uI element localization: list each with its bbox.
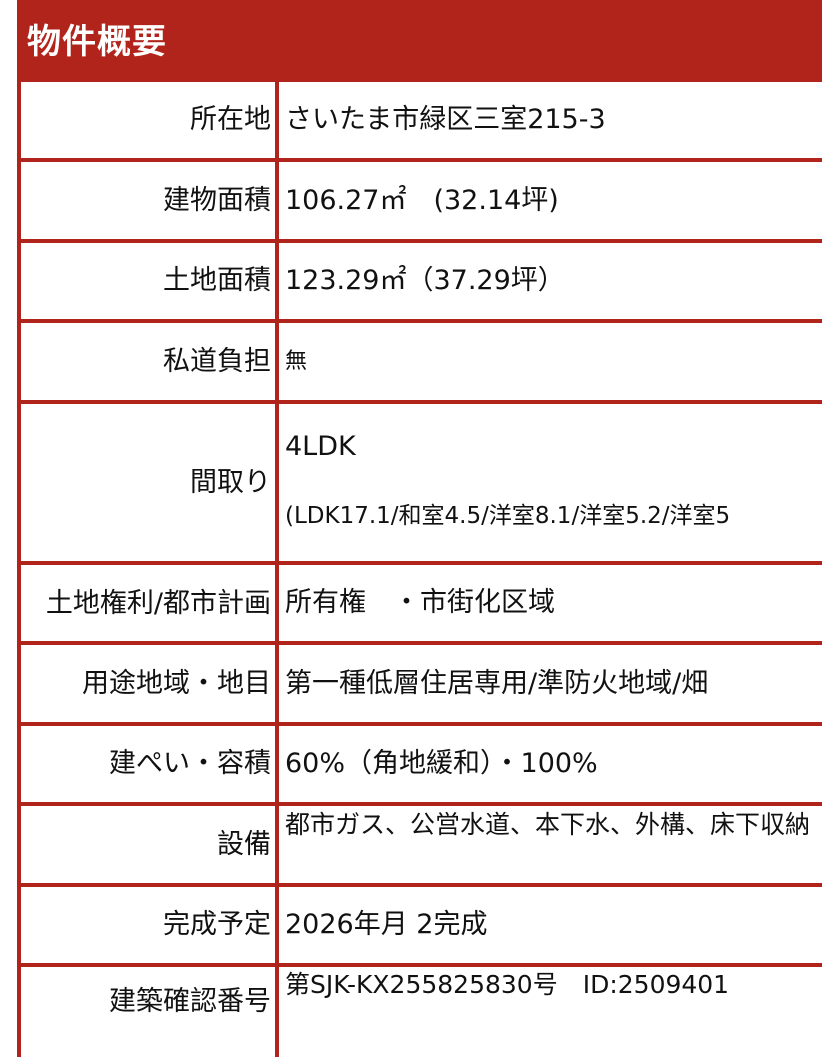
row-value: 第一種低層住居専用/準防火地域/畑 — [285, 667, 709, 699]
row-label: 所在地 — [21, 82, 279, 158]
row-value: 都市ガス、公営水道、本下水、外構、床下収納 — [285, 810, 811, 839]
row-value: 60%（角地緩和）・100% — [285, 748, 598, 779]
row-label: 間取り — [21, 404, 279, 561]
section-header: 物件概要 — [17, 0, 822, 82]
property-summary-table: 所在地 さいたま市緑区三室215-3 建物面積 106.27㎡ (32.14坪)… — [17, 82, 822, 1057]
section-title: 物件概要 — [27, 22, 167, 62]
row-value: 所有権 ・市街化区域 — [285, 587, 555, 618]
table-row-facilities: 設備 都市ガス、公営水道、本下水、外構、床下収納 — [21, 806, 822, 887]
row-label: 土地権利/都市計画 — [21, 565, 279, 641]
row-label: 建ぺい・容積 — [21, 726, 279, 802]
table-row-land-area: 土地面積 123.29㎡（37.29坪） — [21, 243, 822, 323]
table-row-address: 所在地 さいたま市緑区三室215-3 — [21, 82, 822, 162]
row-value: 106.27㎡ (32.14坪) — [285, 184, 559, 216]
row-label: 用途地域・地目 — [21, 645, 279, 722]
row-label: 建物面積 — [21, 162, 279, 239]
row-value: 2026年月 2完成 — [285, 909, 488, 940]
row-value: 無 — [285, 348, 308, 374]
row-value: さいたま市緑区三室215-3 — [285, 104, 606, 135]
table-row-completion: 完成予定 2026年月 2完成 — [21, 887, 822, 967]
row-value: 123.29㎡（37.29坪） — [285, 265, 565, 296]
table-row-land-rights: 土地権利/都市計画 所有権 ・市街化区域 — [21, 565, 822, 645]
table-row-building-confirmation: 建築確認番号 第SJK-KX255825830号 ID:2509401 — [21, 967, 822, 1057]
table-row-coverage-ratio: 建ぺい・容積 60%（角地緩和）・100% — [21, 726, 822, 806]
row-value-detail: (LDK17.1/和室4.5/洋室8.1/洋室5.2/洋室5 — [285, 503, 731, 530]
row-label: 土地面積 — [21, 243, 279, 319]
row-value: 第SJK-KX255825830号 ID:2509401 — [285, 970, 730, 999]
row-value: 4LDK — [285, 430, 356, 462]
table-row-zoning: 用途地域・地目 第一種低層住居専用/準防火地域/畑 — [21, 645, 822, 726]
row-label: 私道負担 — [21, 323, 279, 400]
row-label: 完成予定 — [21, 887, 279, 963]
table-row-private-road: 私道負担 無 — [21, 323, 822, 404]
table-row-floor-plan: 間取り 4LDK (LDK17.1/和室4.5/洋室8.1/洋室5.2/洋室5 — [21, 404, 822, 565]
row-label: 建築確認番号 — [21, 967, 279, 1057]
row-label: 設備 — [21, 806, 279, 883]
table-row-building-area: 建物面積 106.27㎡ (32.14坪) — [21, 162, 822, 243]
